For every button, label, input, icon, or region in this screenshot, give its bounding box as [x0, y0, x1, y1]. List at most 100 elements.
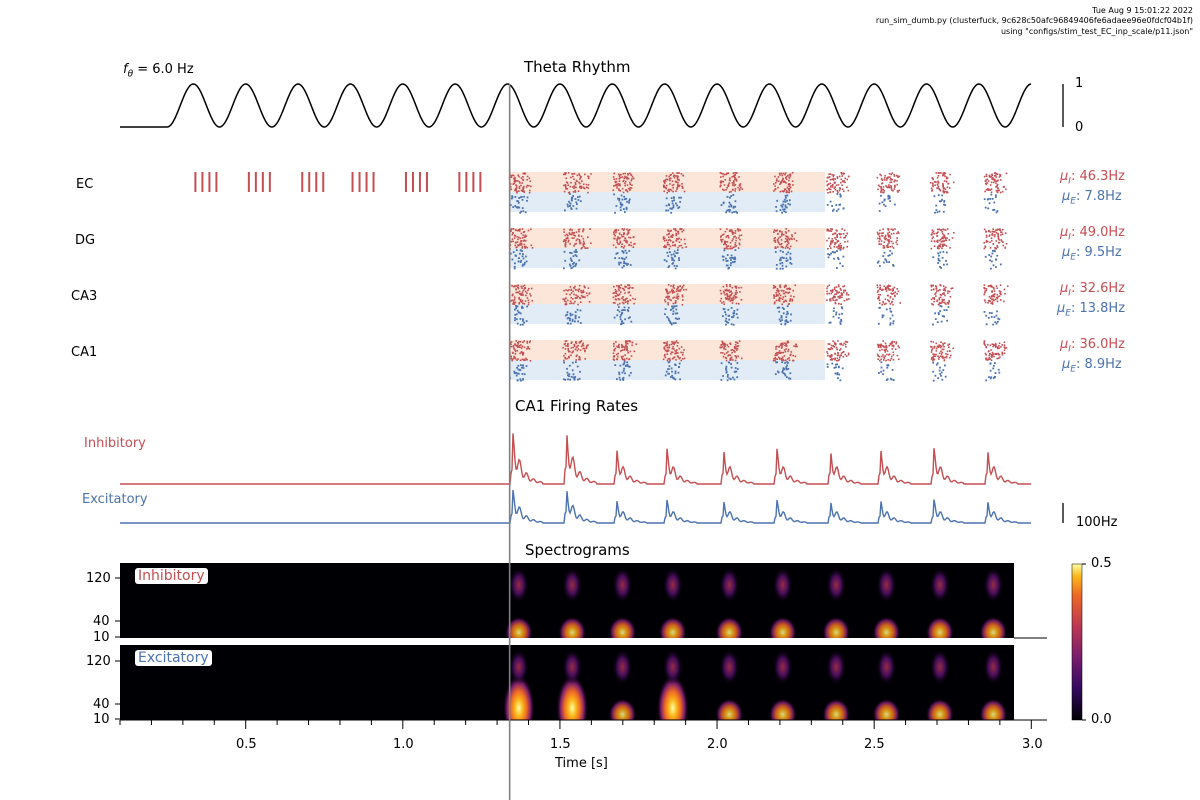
inhibitory-spike: [621, 235, 623, 238]
inhibitory-spike: [732, 233, 734, 235]
inhibitory-spike: [879, 288, 881, 290]
inhibitory-spike: [615, 183, 617, 186]
inhibitory-spike: [998, 342, 1001, 345]
excitatory-spike: [673, 377, 675, 380]
inhibitory-spike: [885, 344, 887, 347]
inhibitory-spike: [572, 350, 574, 353]
inhibitory-spike: [1001, 353, 1004, 356]
inhibitory-spike: [998, 353, 1001, 356]
inhibitory-spike: [983, 342, 985, 345]
inhibitory-spike: [521, 358, 524, 361]
excitatory-spike: [626, 363, 629, 366]
excitatory-spike: [736, 211, 738, 214]
excitatory-spike: [520, 196, 523, 198]
inhibitory-spike: [891, 300, 893, 303]
inhibitory-spike: [667, 295, 670, 298]
inhibitory-spike: [734, 292, 737, 294]
excitatory-spike: [524, 261, 526, 264]
inhibitory-spike: [674, 228, 677, 230]
inhibitory-spike: [986, 240, 989, 243]
excitatory-spike: [572, 373, 575, 376]
inhibitory-spike: [991, 232, 994, 235]
excitatory-spike: [570, 375, 573, 378]
inhibitory-spike: [948, 356, 951, 359]
inhibitory-spike: [619, 293, 621, 296]
inhibitory-spike: [513, 179, 516, 181]
inhibitory-spike: [583, 347, 586, 350]
excitatory-spike: [996, 310, 998, 313]
inhibitory-spike: [673, 356, 676, 358]
excitatory-spike: [883, 203, 885, 206]
excitatory-spike: [511, 196, 514, 199]
inhibitory-spike: [510, 341, 513, 343]
inhibitory-spike: [778, 172, 781, 175]
excitatory-spike: [829, 200, 832, 203]
inhibitory-spike: [729, 177, 731, 179]
inhibitory-spike: [887, 284, 890, 287]
inhibitory-spike: [723, 342, 726, 345]
inhibitory-spike: [735, 355, 738, 358]
excitatory-spike: [829, 321, 832, 324]
inhibitory-spike: [525, 357, 527, 360]
inhibitory-spike: [827, 176, 830, 179]
excitatory-spike: [672, 206, 675, 209]
inhibitory-spike: [510, 357, 513, 360]
inhibitory-spike: [784, 342, 786, 344]
inhibitory-spike: [517, 341, 519, 344]
excitatory-spike: [568, 375, 570, 378]
inhibitory-spike: [613, 359, 615, 361]
excitatory-spike: [571, 199, 573, 202]
excitatory-spike: [624, 318, 626, 321]
spec-top-ytick-120: 120: [86, 571, 111, 586]
inhibitory-spike: [620, 245, 623, 248]
excitatory-spike: [996, 320, 999, 323]
inhibitory-spike: [521, 345, 524, 348]
inhibitory-spike: [881, 182, 883, 185]
inhibitory-spike: [775, 292, 777, 294]
inhibitory-spike: [832, 289, 834, 292]
inhibitory-spike: [625, 176, 628, 179]
inhibitory-spike: [932, 184, 934, 186]
excitatory-spike: [785, 313, 788, 316]
excitatory-spike: [939, 373, 942, 375]
inhibitory-spike: [896, 354, 899, 357]
inhibitory-spike: [724, 240, 726, 243]
excitatory-spike: [509, 252, 512, 255]
inhibitory-spike: [625, 341, 627, 344]
ca1-inhibitory-rate: μI: 36.0Hz: [1060, 337, 1125, 355]
excitatory-spike: [517, 372, 519, 375]
excitatory-spike: [889, 307, 891, 310]
excitatory-spike: [680, 196, 682, 199]
inhibitory-spike: [993, 343, 995, 346]
inhibitory-spike: [879, 349, 881, 352]
excitatory-spike: [624, 372, 626, 375]
excitatory-spike: [729, 196, 731, 199]
inhibitory-spike: [991, 343, 994, 345]
inhibitory-spike: [995, 345, 997, 348]
excitatory-spike: [722, 308, 725, 310]
inhibitory-spike: [879, 294, 881, 296]
inhibitory-spike: [671, 351, 674, 354]
excitatory-spike: [782, 372, 785, 374]
inhibitory-spike: [728, 289, 730, 291]
inhibitory-spike: [585, 347, 588, 350]
inhibitory-spike: [985, 183, 988, 186]
inhibitory-spike: [984, 246, 987, 249]
excitatory-spike: [892, 320, 895, 323]
inhibitory-spike: [674, 352, 676, 355]
spectrogram-panel: [115, 563, 1086, 721]
inhibitory-spike: [776, 345, 778, 348]
inhibitory-spike: [681, 294, 684, 297]
inhibitory-spike: [883, 191, 885, 194]
inhibitory-spike: [667, 298, 669, 300]
inhibitory-spike: [783, 286, 786, 289]
excitatory-spike: [667, 361, 670, 364]
excitatory-spike: [992, 377, 995, 379]
inhibitory-spike: [846, 178, 848, 181]
excitatory-spike: [727, 321, 730, 324]
excitatory-spike: [725, 313, 727, 316]
excitatory-spike: [837, 256, 839, 259]
inhibitory-spike: [889, 303, 892, 305]
inhibitory-spike: [722, 352, 724, 354]
inhibitory-spike: [881, 188, 883, 191]
